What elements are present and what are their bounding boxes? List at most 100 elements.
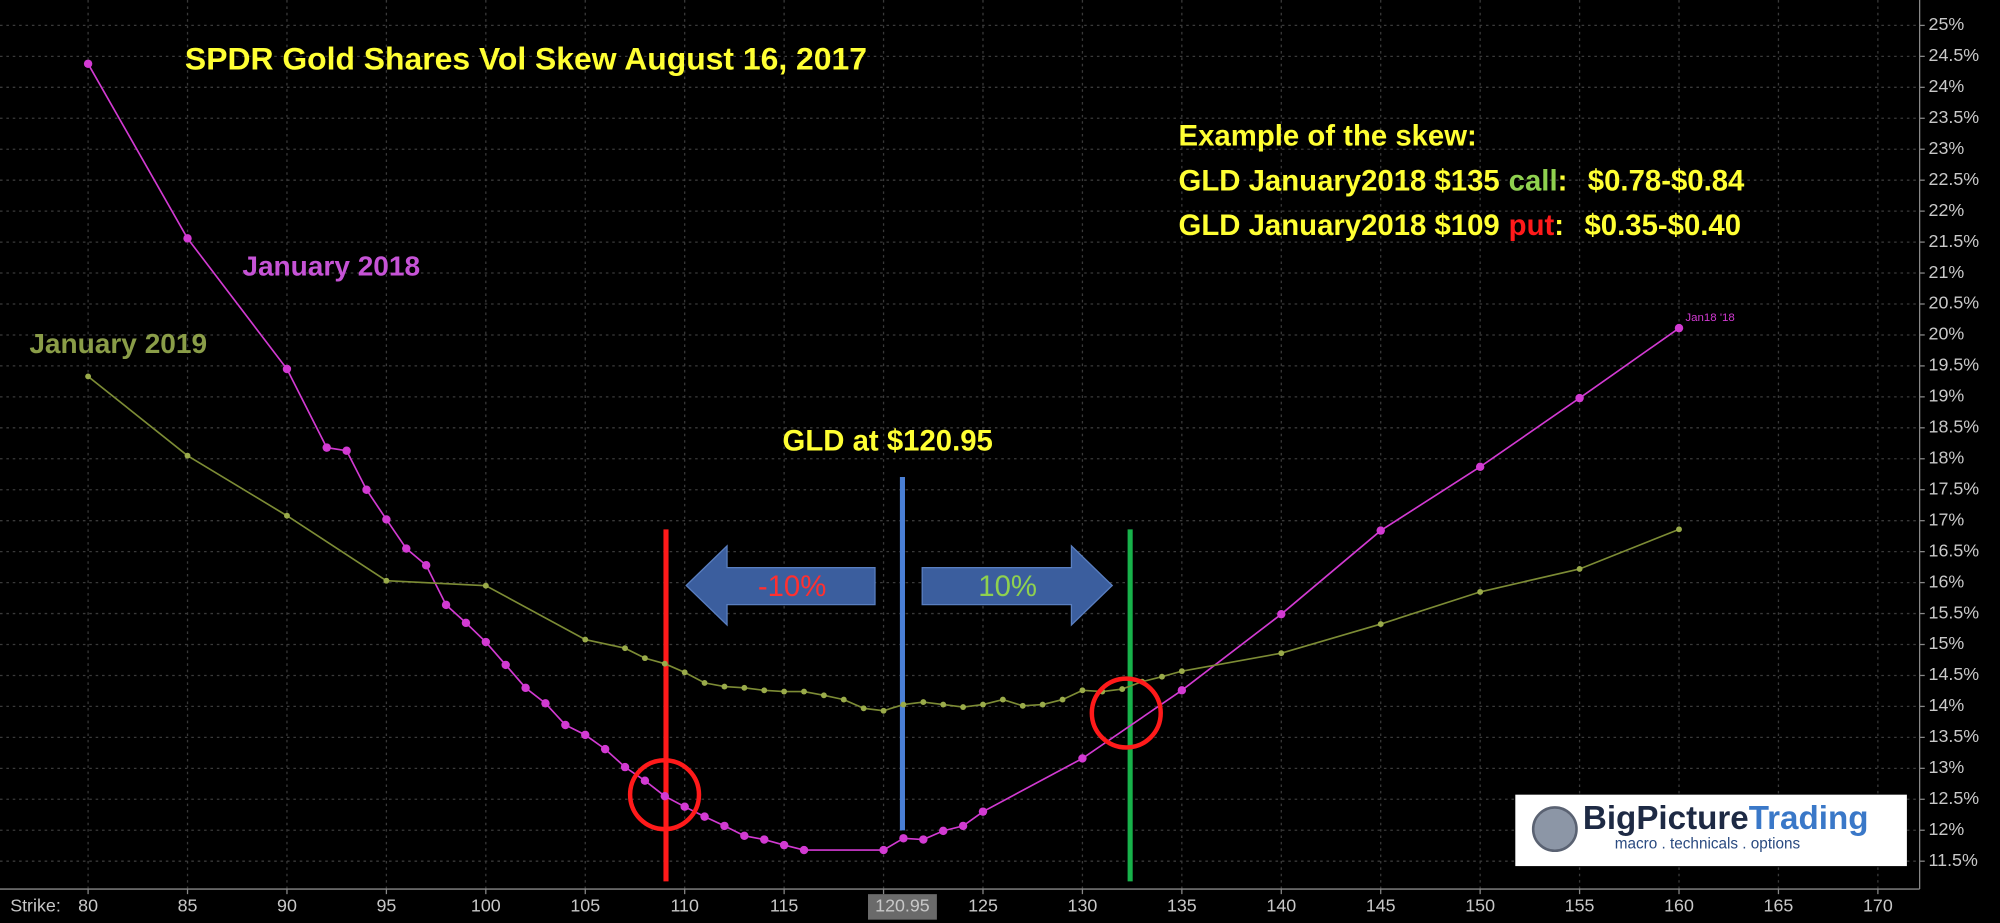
data-point (1079, 687, 1086, 694)
logo-title: BigPictureTrading (1583, 800, 1869, 837)
y-tick-label: 19% (1929, 386, 1965, 406)
data-point (284, 512, 290, 519)
x-tick-label: 140 (1266, 896, 1296, 916)
data-point (939, 826, 948, 836)
x-tick-label: 90 (277, 896, 297, 916)
data-point (322, 443, 331, 452)
data-point (879, 845, 888, 855)
data-point (978, 807, 988, 816)
data-point (282, 364, 292, 374)
y-tick-label: 21% (1929, 262, 1965, 282)
data-point (781, 688, 788, 695)
y-tick-label: 23% (1929, 138, 1965, 158)
data-point (1277, 609, 1286, 619)
data-point (1676, 526, 1682, 533)
data-point (184, 452, 191, 459)
data-point (1278, 650, 1285, 657)
logo-tagline: macro . technicals . options (1615, 835, 1801, 852)
logo-box (1515, 794, 1907, 867)
x-tick-label: 115 (770, 896, 799, 916)
series-line (87, 375, 1680, 712)
data-point (461, 618, 471, 628)
data-point (900, 701, 907, 708)
data-point (1576, 566, 1583, 572)
series-label: January 2018 (242, 250, 420, 281)
data-point (1377, 621, 1384, 628)
example-part: call (1509, 164, 1558, 197)
data-point (402, 544, 411, 553)
highlight-circle (627, 757, 702, 832)
data-point (600, 744, 610, 754)
example-part: $0.35-$0.40 (1584, 209, 1741, 242)
x-tick-label: 160 (1664, 896, 1694, 916)
data-point (582, 636, 589, 643)
example-part: put (1509, 209, 1555, 242)
data-point (660, 791, 670, 801)
data-point (720, 821, 729, 831)
data-point (1159, 673, 1165, 680)
y-tick-label: 16% (1929, 571, 1965, 591)
y-tick-label: 23.5% (1929, 107, 1980, 127)
data-point (701, 679, 708, 686)
data-point (760, 835, 769, 844)
y-tick-label: 21.5% (1929, 231, 1980, 251)
data-point (681, 669, 688, 676)
y-tick-label: 25% (1929, 14, 1965, 34)
data-point (481, 637, 491, 647)
data-point (1059, 696, 1066, 703)
x-tick-label: 95 (376, 896, 396, 916)
x-tick-label: 80 (78, 896, 98, 916)
y-tick-label: 22% (1929, 200, 1965, 220)
data-point (801, 688, 807, 695)
highlight-circle (1089, 676, 1163, 750)
data-point (640, 776, 650, 785)
y-tick-label: 24% (1929, 76, 1965, 96)
data-point (919, 835, 928, 844)
data-point (83, 59, 93, 68)
x-tick-label: 100 (471, 896, 501, 916)
annotations: GLD at $120.95 -10% 10% January 2018 January… (29, 250, 1735, 882)
data-point (421, 561, 431, 570)
x-tick-label: 165 (1764, 896, 1794, 916)
data-point (661, 660, 668, 667)
x-tick-label: 170 (1863, 896, 1893, 916)
data-point (980, 701, 986, 708)
chart-title: SPDR Gold Shares Vol Skew August 16, 201… (185, 41, 867, 77)
example-part: GLD January2018 $109 (1179, 209, 1500, 242)
data-point (362, 485, 371, 494)
data-point (441, 600, 451, 610)
data-point (999, 696, 1006, 703)
example-line: GLD January2018 $135 call: $0.78-$0.84 (1179, 164, 1745, 197)
data-point (482, 582, 489, 589)
y-tick-label: 17% (1929, 509, 1965, 529)
y-tick-label: 15% (1929, 633, 1965, 653)
x-tick-label: 155 (1565, 896, 1595, 916)
data-point (501, 660, 510, 670)
y-tick-label: 13% (1929, 757, 1965, 777)
logo-big: BigPicture (1583, 800, 1749, 837)
y-tick-label: 12.5% (1929, 788, 1980, 808)
price-marker-label: 120.95 (875, 896, 930, 916)
data-point (880, 707, 887, 714)
y-tick-label: 15.5% (1929, 602, 1980, 622)
arrow (921, 544, 1114, 627)
data-point (342, 446, 351, 455)
data-point (899, 834, 908, 843)
price-annotation: GLD at $120.95 (783, 424, 993, 457)
data-point (1376, 526, 1385, 535)
x-tick-label: 130 (1068, 896, 1098, 916)
data-point (620, 762, 630, 772)
price-marker-box (868, 894, 937, 920)
y-tick-label: 14.5% (1929, 664, 1980, 684)
data-point (860, 705, 867, 712)
data-point (541, 699, 550, 708)
example-line: GLD January2018 $109 put: $0.35-$0.40 (1179, 209, 1741, 242)
x-tick-label: 150 (1465, 896, 1495, 916)
y-tick-label: 20% (1929, 324, 1965, 344)
y-tick-label: 18% (1929, 447, 1965, 467)
data-point (183, 234, 192, 243)
data-point (740, 831, 749, 841)
data-point (1119, 686, 1126, 693)
